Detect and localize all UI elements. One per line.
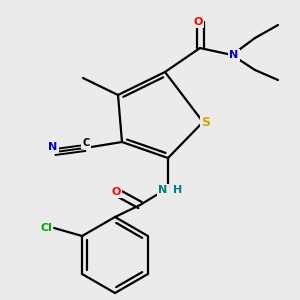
Text: N: N — [158, 185, 168, 195]
Text: C: C — [82, 138, 90, 148]
Text: N: N — [48, 142, 58, 152]
Text: O: O — [111, 187, 121, 197]
Text: H: H — [173, 185, 183, 195]
Text: N: N — [230, 50, 238, 60]
Text: Cl: Cl — [40, 223, 52, 233]
Text: O: O — [193, 17, 203, 27]
Text: S: S — [202, 116, 211, 128]
